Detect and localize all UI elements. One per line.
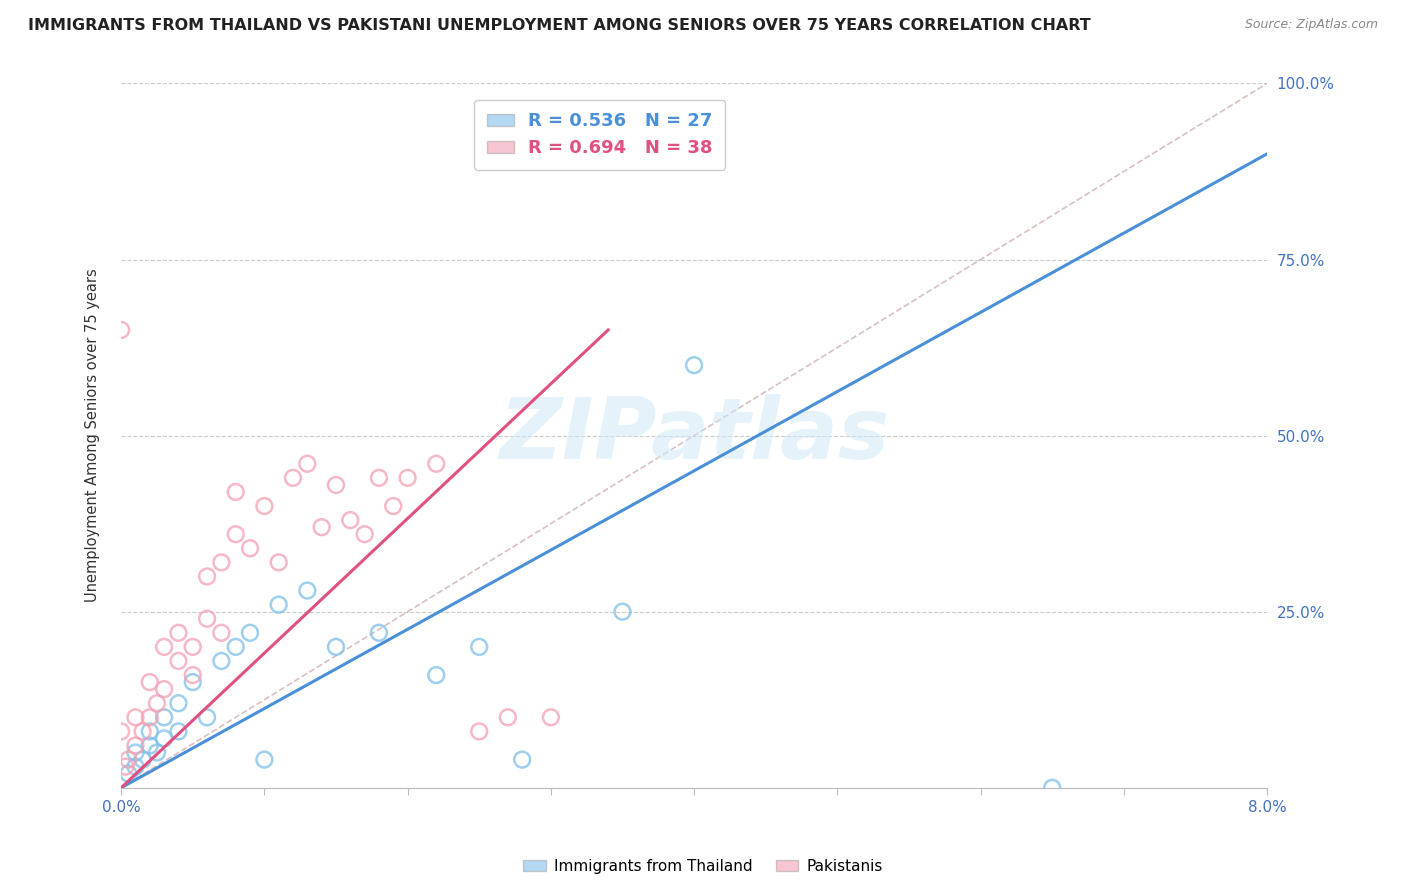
Point xyxy=(117,753,139,767)
Point xyxy=(114,759,136,773)
Point xyxy=(139,675,162,690)
Point xyxy=(297,583,319,598)
Point xyxy=(139,724,162,739)
Point xyxy=(239,541,262,556)
Point xyxy=(195,569,218,583)
Point xyxy=(368,471,391,485)
Point xyxy=(139,739,162,753)
Point xyxy=(253,753,276,767)
Point xyxy=(209,625,232,640)
Point xyxy=(253,499,276,513)
Point xyxy=(131,724,153,739)
Point xyxy=(396,471,419,485)
Point xyxy=(181,640,204,654)
Point xyxy=(110,724,132,739)
Point xyxy=(425,457,447,471)
Point xyxy=(124,759,146,773)
Point xyxy=(110,323,132,337)
Point xyxy=(181,668,204,682)
Legend: R = 0.536   N = 27, R = 0.694   N = 38: R = 0.536 N = 27, R = 0.694 N = 38 xyxy=(474,100,725,169)
Point xyxy=(311,520,333,534)
Point xyxy=(496,710,519,724)
Point xyxy=(612,605,634,619)
Point xyxy=(167,625,190,640)
Point xyxy=(468,724,491,739)
Point xyxy=(195,612,218,626)
Point xyxy=(382,499,405,513)
Point xyxy=(225,527,247,541)
Text: ZIPatlas: ZIPatlas xyxy=(499,394,889,477)
Point xyxy=(683,358,706,372)
Point xyxy=(297,457,319,471)
Point xyxy=(353,527,375,541)
Point xyxy=(325,478,347,492)
Y-axis label: Unemployment Among Seniors over 75 years: Unemployment Among Seniors over 75 years xyxy=(86,268,100,602)
Text: Source: ZipAtlas.com: Source: ZipAtlas.com xyxy=(1244,18,1378,31)
Point xyxy=(510,753,533,767)
Point xyxy=(153,640,176,654)
Point xyxy=(167,654,190,668)
Point xyxy=(167,724,190,739)
Point xyxy=(368,625,391,640)
Point xyxy=(195,710,218,724)
Point xyxy=(267,555,290,569)
Point xyxy=(139,710,162,724)
Point xyxy=(225,485,247,500)
Point xyxy=(153,710,176,724)
Point xyxy=(124,746,146,760)
Legend: Immigrants from Thailand, Pakistanis: Immigrants from Thailand, Pakistanis xyxy=(517,853,889,880)
Point xyxy=(131,753,153,767)
Point xyxy=(146,696,169,710)
Point xyxy=(153,682,176,697)
Point xyxy=(325,640,347,654)
Text: IMMIGRANTS FROM THAILAND VS PAKISTANI UNEMPLOYMENT AMONG SENIORS OVER 75 YEARS C: IMMIGRANTS FROM THAILAND VS PAKISTANI UN… xyxy=(28,18,1091,33)
Point xyxy=(209,555,232,569)
Point xyxy=(167,696,190,710)
Point xyxy=(117,766,139,780)
Point xyxy=(339,513,361,527)
Point xyxy=(153,731,176,746)
Point xyxy=(425,668,447,682)
Point xyxy=(124,739,146,753)
Point xyxy=(281,471,304,485)
Point xyxy=(239,625,262,640)
Point xyxy=(1040,780,1063,795)
Point xyxy=(267,598,290,612)
Point xyxy=(468,640,491,654)
Point xyxy=(540,710,562,724)
Point xyxy=(124,710,146,724)
Point xyxy=(225,640,247,654)
Point xyxy=(209,654,232,668)
Point xyxy=(181,675,204,690)
Point xyxy=(146,746,169,760)
